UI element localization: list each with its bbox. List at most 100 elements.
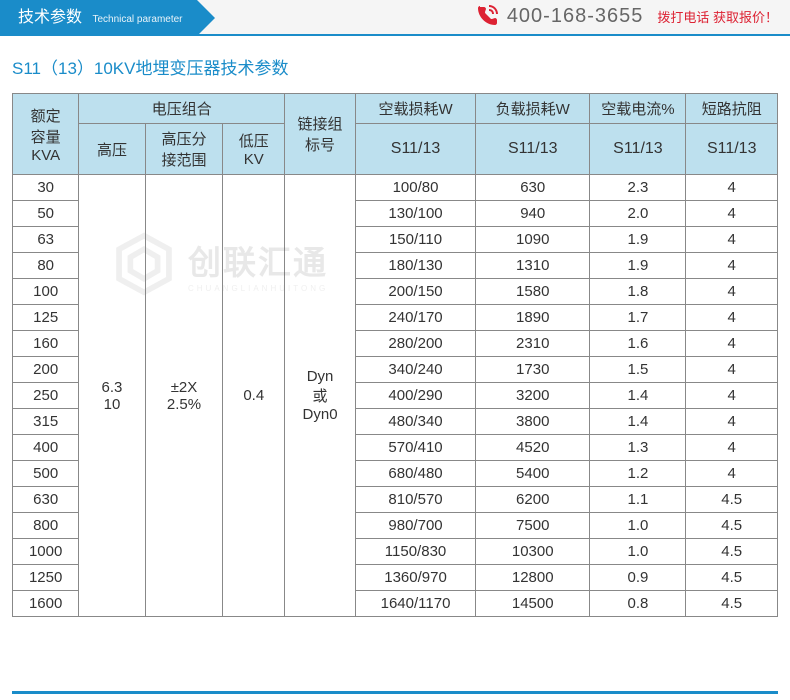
cell-lv: 0.4	[223, 175, 285, 617]
cell-nl: 570/410	[356, 435, 476, 461]
hdr-nl: 空载损耗W	[356, 94, 476, 124]
hdr-cur: 空载电流%	[590, 94, 686, 124]
cell-ll: 1580	[476, 279, 590, 305]
cell-nl: 680/480	[356, 461, 476, 487]
cell-imp: 4.5	[686, 539, 778, 565]
cell-nl: 280/200	[356, 331, 476, 357]
cell-ll: 4520	[476, 435, 590, 461]
cell-imp: 4.5	[686, 513, 778, 539]
cell-cur: 1.5	[590, 357, 686, 383]
hdr-model-imp: S11/13	[686, 124, 778, 175]
cell-ll: 5400	[476, 461, 590, 487]
cell-kva: 800	[13, 513, 79, 539]
tab-label-cn: 技术参数	[18, 9, 82, 26]
hdr-hv: 高压	[79, 124, 145, 175]
cell-imp: 4	[686, 435, 778, 461]
cell-cur: 0.8	[590, 591, 686, 617]
cell-ll: 3800	[476, 409, 590, 435]
hdr-imp: 短路抗阻	[686, 94, 778, 124]
cell-kva: 30	[13, 175, 79, 201]
cell-nl: 340/240	[356, 357, 476, 383]
hdr-lv: 低压KV	[223, 124, 285, 175]
cell-hv: 6.310	[79, 175, 145, 617]
cell-cur: 1.1	[590, 487, 686, 513]
phone-cta: 拨打电话 获取报价！	[657, 7, 778, 26]
hdr-voltage: 电压组合	[79, 94, 285, 124]
cell-cur: 1.9	[590, 227, 686, 253]
cell-imp: 4	[686, 201, 778, 227]
cell-cur: 1.4	[590, 409, 686, 435]
cell-ll: 1310	[476, 253, 590, 279]
cell-nl: 100/80	[356, 175, 476, 201]
cell-imp: 4	[686, 227, 778, 253]
table-body: 306.310±2X2.5%0.4Dyn或Dyn0100/806302.3450…	[13, 175, 778, 617]
phone-block: 400-168-3655 拨打电话 获取报价！	[475, 4, 778, 28]
table-head: 额定容量KVA 电压组合 链接组标号 空载损耗W 负载损耗W 空载电流% 短路抗…	[13, 94, 778, 175]
cell-kva: 250	[13, 383, 79, 409]
cell-kva: 500	[13, 461, 79, 487]
cell-imp: 4	[686, 383, 778, 409]
cell-cur: 2.3	[590, 175, 686, 201]
cell-kva: 1600	[13, 591, 79, 617]
cell-cur: 1.7	[590, 305, 686, 331]
cell-imp: 4	[686, 409, 778, 435]
phone-number[interactable]: 400-168-3655	[507, 5, 644, 28]
hdr-tap: 高压分接范围	[145, 124, 223, 175]
table-container: 额定容量KVA 电压组合 链接组标号 空载损耗W 负载损耗W 空载电流% 短路抗…	[0, 93, 790, 637]
cell-conn: Dyn或Dyn0	[285, 175, 356, 617]
cell-imp: 4	[686, 461, 778, 487]
cell-ll: 1730	[476, 357, 590, 383]
cell-ll: 3200	[476, 383, 590, 409]
hdr-model-ll: S11/13	[476, 124, 590, 175]
cell-nl: 400/290	[356, 383, 476, 409]
cell-imp: 4	[686, 279, 778, 305]
cell-kva: 200	[13, 357, 79, 383]
top-bar: 技术参数 Technical parameter 400-168-3655 拨打…	[0, 0, 790, 36]
cell-imp: 4.5	[686, 591, 778, 617]
cell-imp: 4	[686, 175, 778, 201]
cell-ll: 7500	[476, 513, 590, 539]
cell-imp: 4.5	[686, 487, 778, 513]
cell-ll: 10300	[476, 539, 590, 565]
cell-nl: 150/110	[356, 227, 476, 253]
cell-nl: 980/700	[356, 513, 476, 539]
hdr-ll: 负载损耗W	[476, 94, 590, 124]
cell-kva: 50	[13, 201, 79, 227]
cell-cur: 1.3	[590, 435, 686, 461]
cell-ll: 6200	[476, 487, 590, 513]
cell-imp: 4.5	[686, 565, 778, 591]
cell-kva: 1000	[13, 539, 79, 565]
footer-accent	[12, 691, 778, 694]
cell-imp: 4	[686, 331, 778, 357]
cell-ll: 1090	[476, 227, 590, 253]
cell-cur: 1.8	[590, 279, 686, 305]
cell-nl: 1640/1170	[356, 591, 476, 617]
cell-nl: 180/130	[356, 253, 476, 279]
spec-table: 额定容量KVA 电压组合 链接组标号 空载损耗W 负载损耗W 空载电流% 短路抗…	[12, 93, 778, 617]
cell-ll: 1890	[476, 305, 590, 331]
cell-nl: 130/100	[356, 201, 476, 227]
hdr-conn: 链接组标号	[285, 94, 356, 175]
cell-ll: 630	[476, 175, 590, 201]
tab-label-en: Technical parameter	[92, 14, 182, 25]
cell-nl: 810/570	[356, 487, 476, 513]
cell-kva: 63	[13, 227, 79, 253]
cell-cur: 1.9	[590, 253, 686, 279]
cell-cur: 1.0	[590, 539, 686, 565]
cell-kva: 630	[13, 487, 79, 513]
cell-nl: 1150/830	[356, 539, 476, 565]
cell-imp: 4	[686, 357, 778, 383]
cell-nl: 480/340	[356, 409, 476, 435]
cell-ll: 12800	[476, 565, 590, 591]
cell-kva: 100	[13, 279, 79, 305]
section-tab: 技术参数 Technical parameter	[0, 0, 197, 36]
cell-nl: 1360/970	[356, 565, 476, 591]
cell-ll: 940	[476, 201, 590, 227]
cell-kva: 1250	[13, 565, 79, 591]
cell-cur: 1.2	[590, 461, 686, 487]
cell-ll: 14500	[476, 591, 590, 617]
cell-nl: 200/150	[356, 279, 476, 305]
cell-kva: 400	[13, 435, 79, 461]
cell-kva: 160	[13, 331, 79, 357]
cell-kva: 80	[13, 253, 79, 279]
